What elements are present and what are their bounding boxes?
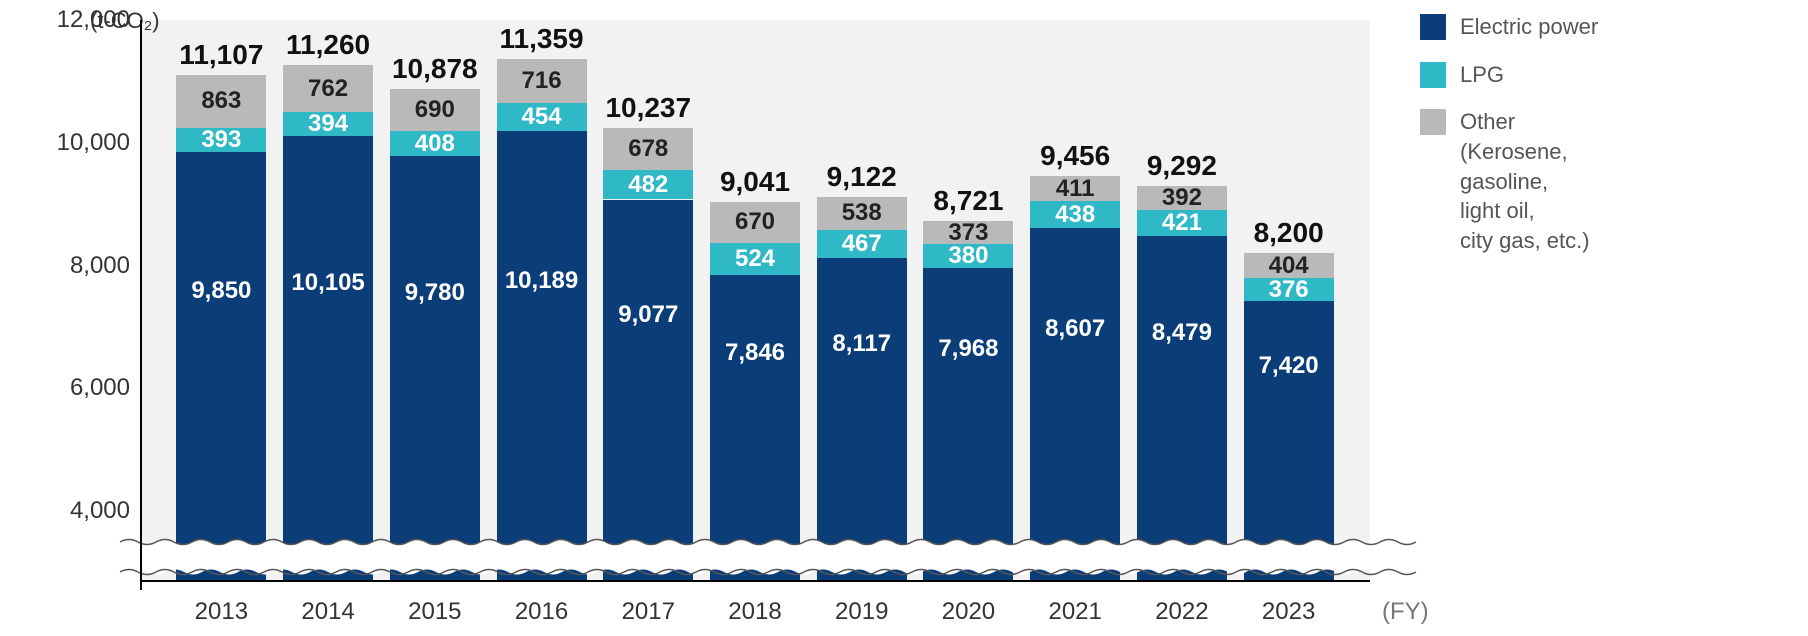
bar-seg-electric [923,268,1013,580]
bar-seg-label-other: 716 [483,67,601,95]
legend-item-electric: Electric power [1420,12,1598,42]
bar-seg-electric [390,156,480,580]
y-tick-label: 10,000 [40,129,130,157]
x-tick-label: 2015 [408,598,461,626]
bar-2018: 7,8465246709,041 [710,0,800,580]
bar-total-label: 10,237 [583,92,713,124]
legend-swatch [1420,62,1446,88]
bar-seg-electric [710,275,800,580]
bar-seg-label-electric: 10,105 [269,269,387,297]
bar-2017: 9,07748267810,237 [603,0,693,580]
x-tick-label: 2014 [301,598,354,626]
x-tick-label: 2019 [835,598,888,626]
bar-seg-label-lpg: 438 [1016,201,1134,229]
legend: Electric power LPG Other (Kerosene, gasoli… [1420,12,1598,274]
x-tick-label: 2022 [1155,598,1208,626]
legend-item-lpg: LPG [1420,60,1598,90]
x-tick-label: 2023 [1262,598,1315,626]
bar-seg-label-lpg: 376 [1230,276,1348,304]
x-tick-label: 2020 [942,598,995,626]
x-tick-label: 2013 [195,598,248,626]
bar-total-label: 9,292 [1117,150,1247,182]
bar-2013: 9,85039386311,107 [176,0,266,580]
y-tick-label: 8,000 [40,252,130,280]
bar-seg-label-electric: 7,420 [1230,352,1348,380]
bar-2019: 8,1174675389,122 [817,0,907,580]
x-axis-unit: (FY) [1382,598,1429,626]
legend-label: Electric power [1460,12,1598,42]
bar-2016: 10,18945471611,359 [497,0,587,580]
bar-total-label: 8,721 [903,185,1033,217]
bar-seg-label-other: 863 [162,87,280,115]
bar-seg-label-other: 392 [1123,184,1241,212]
legend-item-other: Other (Kerosene, gasoline, light oil, ci… [1420,107,1598,255]
bar-seg-label-other: 690 [376,96,494,124]
bar-seg-label-lpg: 467 [803,230,921,258]
bar-seg-label-electric: 8,479 [1123,319,1241,347]
bar-seg-electric [817,258,907,580]
bar-seg-label-lpg: 394 [269,110,387,138]
y-tick-label: 12,000 [40,6,130,34]
bar-seg-label-electric: 8,117 [803,330,921,358]
y-tick-label: 6,000 [40,374,130,402]
legend-label: Other (Kerosene, gasoline, light oil, ci… [1460,107,1590,255]
bar-seg-label-electric: 7,846 [696,339,814,367]
bar-seg-electric [283,136,373,580]
bar-seg-label-electric: 7,968 [909,335,1027,363]
bar-seg-electric [497,131,587,580]
bar-seg-label-other: 404 [1230,252,1348,280]
bar-seg-label-other: 373 [909,219,1027,247]
bar-seg-label-electric: 9,850 [162,277,280,305]
legend-swatch [1420,109,1446,135]
bar-seg-label-electric: 9,780 [376,279,494,307]
x-tick-label: 2017 [622,598,675,626]
bar-2014: 10,10539476211,260 [283,0,373,580]
bar-seg-label-lpg: 393 [162,126,280,154]
x-axis-origin-tick [140,580,142,590]
bar-seg-label-electric: 10,189 [483,267,601,295]
x-tick-label: 2018 [728,598,781,626]
bar-seg-electric [1030,228,1120,580]
bar-2023: 7,4203764048,200 [1244,0,1334,580]
bar-2022: 8,4794213929,292 [1137,0,1227,580]
bar-seg-label-electric: 8,607 [1016,315,1134,343]
bar-seg-label-lpg: 408 [376,130,494,158]
bar-seg-label-other: 670 [696,208,814,236]
bar-seg-label-electric: 9,077 [589,301,707,329]
bar-seg-label-other: 678 [589,135,707,163]
bar-2015: 9,78040869010,878 [390,0,480,580]
bar-seg-electric [1137,236,1227,580]
bar-seg-electric [603,200,693,580]
x-axis-line [140,580,1370,582]
co2-emissions-chart: (t-CO₂) 4,0006,0008,00010,00012,000 9,85… [0,0,1808,636]
legend-swatch [1420,14,1446,40]
bar-total-label: 11,359 [477,23,607,55]
bar-seg-label-lpg: 524 [696,245,814,273]
bar-2020: 7,9683803738,721 [923,0,1013,580]
y-tick-label: 4,000 [40,497,130,525]
bar-total-label: 10,878 [370,53,500,85]
bar-2021: 8,6074384119,456 [1030,0,1120,580]
x-tick-label: 2021 [1048,598,1101,626]
bar-seg-electric [1244,301,1334,580]
y-axis-line [140,20,142,580]
legend-label: LPG [1460,60,1504,90]
bar-total-label: 8,200 [1224,217,1354,249]
bar-seg-electric [176,152,266,580]
x-tick-label: 2016 [515,598,568,626]
